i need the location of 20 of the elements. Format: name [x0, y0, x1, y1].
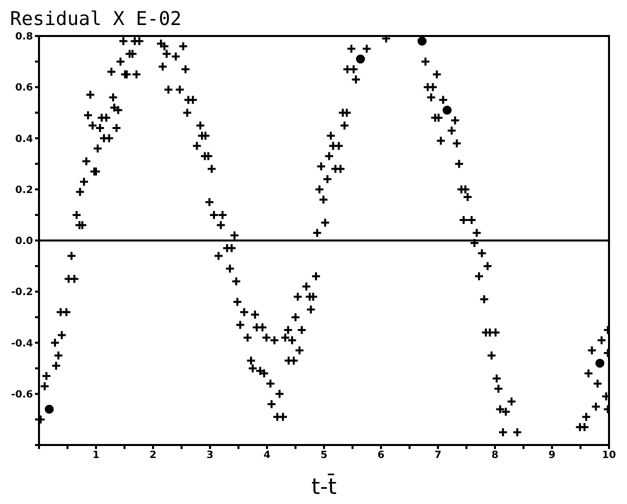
y-tick-label: -0.4	[11, 338, 34, 350]
x-axis-title: t-t̄	[311, 472, 337, 500]
y-tick-label: 0.2	[15, 184, 34, 196]
y-tick-label: 0.6	[15, 82, 34, 94]
y-tick-label: 0.0	[15, 236, 34, 248]
x-tick-label: 5	[320, 450, 328, 462]
y-tick-label: -0.2	[11, 287, 34, 298]
x-tick-label: 7	[434, 450, 442, 462]
x-tick-label: 6	[378, 450, 385, 462]
x-tick-label: 10	[602, 450, 616, 462]
chart-title: Residual X E-02	[10, 8, 182, 30]
x-tick-label: 1	[92, 450, 100, 462]
x-tick-label: 2	[150, 450, 157, 462]
x-tick-label: 8	[492, 450, 499, 462]
y-tick-label: 0.8	[15, 32, 34, 43]
y-tick-label: 0.4	[15, 134, 34, 145]
x-tick-label: 9	[548, 450, 556, 462]
y-tick-label: -0.6	[11, 389, 34, 400]
x-tick-label: 4	[264, 450, 271, 462]
x-tick-label: 3	[206, 450, 214, 462]
